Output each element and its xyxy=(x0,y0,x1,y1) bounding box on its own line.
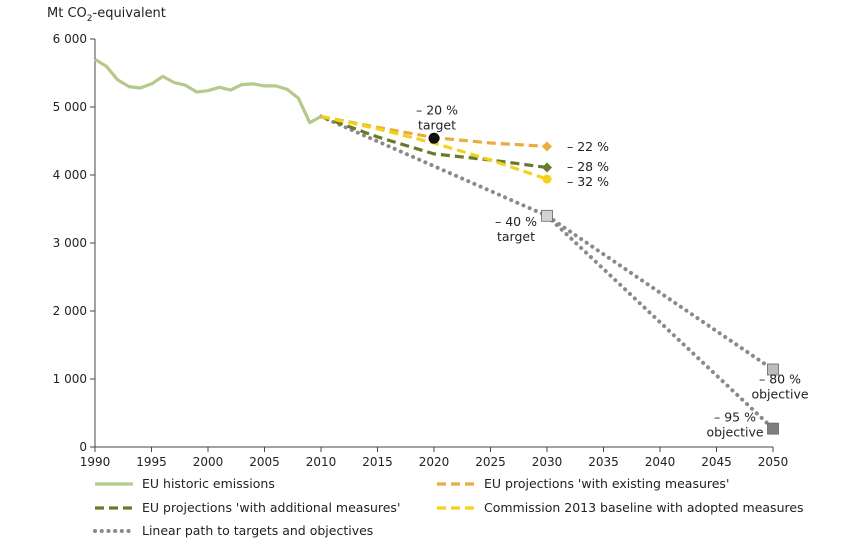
x-tick-label: 2030 xyxy=(532,455,563,469)
labels-layer: – 20 %target– 40 %target– 80 %objective–… xyxy=(416,102,809,439)
target-marker xyxy=(541,209,553,222)
x-tick-label: 2025 xyxy=(475,455,506,469)
y-axis-label-subscript: 2 xyxy=(87,14,93,24)
series-end-marker xyxy=(542,162,552,173)
x-tick-label: 2035 xyxy=(588,455,619,469)
series-end-marker xyxy=(542,141,552,152)
target-marker xyxy=(767,363,779,376)
x-tick-label: 2045 xyxy=(701,455,732,469)
series-line xyxy=(320,114,548,170)
series-line xyxy=(94,58,322,125)
x-tick-label: 2005 xyxy=(249,455,280,469)
y-axis-label: Mt CO2-equivalent xyxy=(47,6,166,24)
x-tick-label: 2000 xyxy=(193,455,224,469)
projection-end-label: – 28 % xyxy=(567,159,609,174)
x-tick-label: 2010 xyxy=(306,455,337,469)
legend-label: EU projections 'with existing measures' xyxy=(484,476,729,491)
x-tick-label: 2020 xyxy=(419,455,450,469)
legend-label: EU projections 'with additional measures… xyxy=(142,500,400,515)
markers-layer xyxy=(428,132,779,435)
target-label-value: – 95 % xyxy=(714,410,756,425)
x-tick-label: 2050 xyxy=(758,455,789,469)
axes: 0 1 000 2 000 3 000 4 000 5 000 6 000 1990 1995 2… xyxy=(53,32,789,469)
y-tick-label: 4 000 xyxy=(53,168,87,182)
target-label-type: target xyxy=(418,117,456,132)
target-label-type: target xyxy=(497,229,535,244)
series-line xyxy=(545,213,775,431)
target-label-value: – 80 % xyxy=(759,371,801,386)
y-tick-label: 1 000 xyxy=(53,372,87,386)
target-marker xyxy=(767,422,779,435)
target-label-type: objective xyxy=(706,425,763,440)
y-tick-label: 0 xyxy=(79,440,87,454)
projection-end-label: – 32 % xyxy=(567,174,609,189)
y-tick-label: 6 000 xyxy=(53,32,87,46)
series-end-marker xyxy=(542,174,552,184)
x-tick-label: 1995 xyxy=(136,455,167,469)
legend-label: EU historic emissions xyxy=(142,476,275,491)
series-line xyxy=(319,114,775,372)
x-tick-label: 2040 xyxy=(645,455,676,469)
y-tick-label: 3 000 xyxy=(53,236,87,250)
x-tick-label: 2015 xyxy=(362,455,393,469)
legend-label: Commission 2013 baseline with adopted me… xyxy=(484,500,804,515)
target-label-value: – 40 % xyxy=(495,214,537,229)
projection-end-label: – 22 % xyxy=(567,139,609,154)
target-label-type: objective xyxy=(751,386,808,401)
y-tick-label: 2 000 xyxy=(53,304,87,318)
legend: EU historic emissions EU projections 'wit… xyxy=(93,476,804,538)
y-tick-label: 5 000 xyxy=(53,100,87,114)
target-label-value: – 20 % xyxy=(416,102,458,117)
x-tick-label: 1990 xyxy=(80,455,111,469)
target-marker xyxy=(428,132,440,144)
legend-label: Linear path to targets and objectives xyxy=(142,523,373,538)
